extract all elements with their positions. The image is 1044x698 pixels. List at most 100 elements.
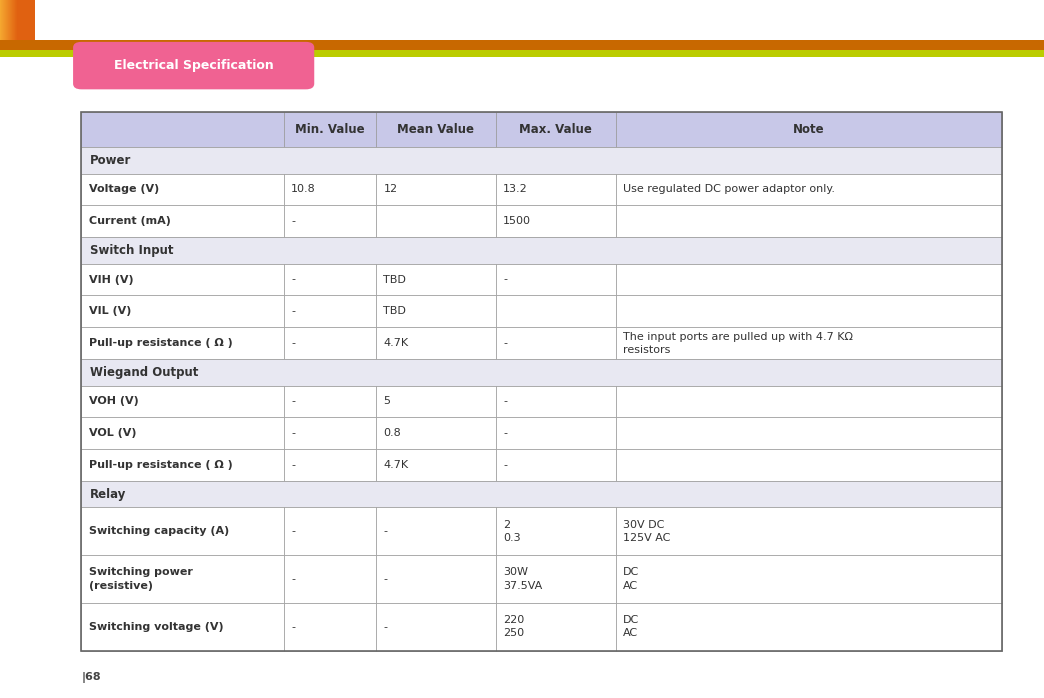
Bar [81, 112, 1002, 651]
Bar [284, 555, 376, 603]
Bar [496, 417, 616, 449]
Text: 4.7K: 4.7K [383, 460, 408, 470]
Text: Max. Value: Max. Value [519, 123, 592, 136]
Bar [7, 0, 25, 40]
Bar [3, 0, 21, 40]
Bar [15, 0, 31, 40]
Bar [81, 174, 284, 205]
Text: Voltage (V): Voltage (V) [89, 184, 159, 195]
Text: -: - [291, 274, 295, 285]
Bar [81, 205, 284, 237]
Text: TBD: TBD [383, 274, 406, 285]
Bar [81, 385, 284, 417]
Bar [616, 449, 1002, 481]
Bar [81, 603, 284, 651]
Bar [496, 264, 616, 295]
Text: Relay: Relay [90, 488, 126, 500]
Text: Power: Power [90, 154, 132, 167]
Bar [13, 0, 30, 40]
Bar [81, 327, 284, 359]
Bar [81, 147, 1002, 174]
Bar [2, 0, 20, 40]
Bar [284, 174, 376, 205]
Text: 2
0.3: 2 0.3 [503, 520, 521, 543]
Text: 5: 5 [383, 396, 390, 406]
Bar [3, 0, 20, 40]
Bar [13, 0, 29, 40]
Bar [284, 264, 376, 295]
Bar [2, 0, 19, 40]
Bar [496, 555, 616, 603]
Text: 13.2: 13.2 [503, 184, 528, 195]
Bar [376, 327, 496, 359]
Bar [1, 0, 19, 40]
Bar [0, 50, 1044, 57]
Bar [284, 449, 376, 481]
Text: -: - [291, 622, 295, 632]
Text: -: - [383, 526, 387, 536]
Bar [4, 0, 22, 40]
Bar [496, 295, 616, 327]
Bar [376, 555, 496, 603]
Bar [81, 295, 284, 327]
Bar [616, 205, 1002, 237]
Bar [81, 112, 284, 147]
Bar [81, 555, 284, 603]
Text: 4.7K: 4.7K [383, 338, 408, 348]
Bar [81, 264, 284, 295]
Text: VIH (V): VIH (V) [89, 274, 134, 285]
Bar [4, 0, 21, 40]
Bar [376, 603, 496, 651]
Text: -: - [503, 396, 507, 406]
Bar [11, 0, 29, 40]
Text: VIL (V): VIL (V) [89, 306, 132, 316]
Text: -: - [503, 274, 507, 285]
Text: 10.8: 10.8 [291, 184, 316, 195]
Bar [2, 0, 20, 40]
Text: VOH (V): VOH (V) [89, 396, 139, 406]
Bar [284, 112, 376, 147]
Bar [16, 0, 33, 40]
Bar [9, 0, 27, 40]
Text: 30V DC
125V AC: 30V DC 125V AC [623, 520, 670, 543]
Text: Min. Value: Min. Value [295, 123, 364, 136]
Text: 220
250: 220 250 [503, 615, 524, 638]
Bar [5, 0, 22, 40]
Bar [81, 237, 1002, 264]
Text: -: - [383, 622, 387, 632]
Bar [5, 0, 23, 40]
Text: -: - [291, 396, 295, 406]
Bar [496, 174, 616, 205]
Bar [17, 0, 34, 40]
Bar [284, 385, 376, 417]
Bar [15, 0, 32, 40]
Bar [496, 507, 616, 555]
Text: -: - [291, 429, 295, 438]
Bar [616, 174, 1002, 205]
Bar [14, 0, 31, 40]
Bar [616, 603, 1002, 651]
Bar [81, 359, 1002, 385]
Bar [284, 205, 376, 237]
Bar [14, 0, 30, 40]
Text: -: - [503, 338, 507, 348]
Bar [15, 0, 32, 40]
Bar [376, 174, 496, 205]
Text: -: - [291, 338, 295, 348]
Bar [284, 327, 376, 359]
Bar [376, 112, 496, 147]
Bar [81, 449, 284, 481]
Bar [616, 385, 1002, 417]
Bar [496, 385, 616, 417]
Bar [13, 0, 30, 40]
Text: -: - [291, 574, 295, 584]
Bar [496, 603, 616, 651]
Text: -: - [291, 306, 295, 316]
Bar [6, 0, 24, 40]
Bar [81, 481, 1002, 507]
Bar [6, 0, 23, 40]
Text: Wiegand Output: Wiegand Output [90, 366, 198, 379]
Bar [9, 0, 27, 40]
Text: 0.8: 0.8 [383, 429, 401, 438]
Bar [6, 0, 24, 40]
